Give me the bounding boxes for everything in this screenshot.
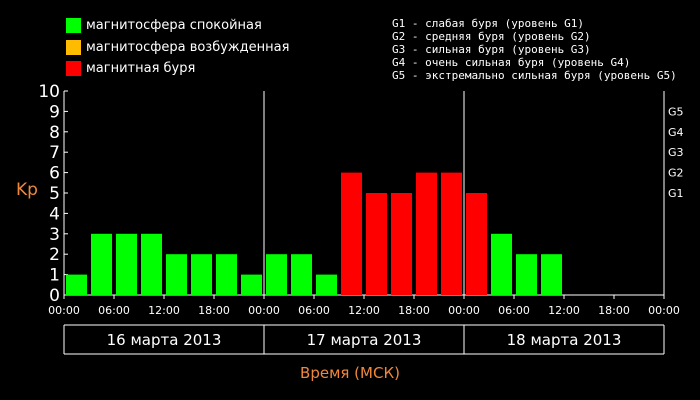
kp-bar — [491, 233, 512, 295]
y-axis-label: Kp — [16, 180, 38, 200]
y-tick-label: 0 — [49, 286, 60, 306]
x-tick-label: 12:00 — [348, 304, 380, 317]
kp-bar — [516, 254, 537, 295]
x-tick-label: 06:00 — [98, 304, 130, 317]
day-label: 17 марта 2013 — [307, 331, 422, 349]
kp-bar — [541, 254, 562, 295]
kp-bar — [391, 193, 412, 295]
x-tick-label: 18:00 — [198, 304, 230, 317]
y-tick-label: 7 — [49, 143, 60, 163]
g-level-tick: G3 — [668, 146, 684, 159]
kp-bar — [291, 254, 312, 295]
kp-bar — [416, 172, 437, 295]
legend-item: магнитная буря — [66, 60, 195, 76]
x-tick-label: 00:00 — [248, 304, 280, 317]
kp-bar — [116, 233, 137, 295]
x-tick-label: 12:00 — [148, 304, 180, 317]
storm-level-g1: G1 - слабая буря (уровень G1) — [392, 17, 585, 30]
legend-swatch — [66, 39, 81, 55]
legend-label: магнитная буря — [86, 60, 196, 76]
legend-swatch — [66, 17, 81, 33]
y-tick-label: 4 — [49, 204, 60, 224]
g-level-tick: G1 — [668, 187, 684, 200]
legend-item: магнитосфера спокойная — [66, 17, 262, 33]
day-label: 16 марта 2013 — [107, 331, 222, 349]
x-tick-label: 06:00 — [298, 304, 330, 317]
kp-bar — [316, 274, 337, 295]
kp-bar — [66, 274, 87, 295]
storm-level-g5: G5 - экстремально сильная буря (уровень … — [392, 69, 677, 82]
g-level-tick: G2 — [668, 167, 684, 180]
y-tick-label: 8 — [49, 123, 60, 143]
kp-bar — [366, 193, 387, 295]
x-tick-label: 12:00 — [548, 304, 580, 317]
g-level-tick: G5 — [668, 105, 684, 118]
legend-label: магнитосфера спокойная — [86, 17, 262, 33]
legend-swatch — [66, 60, 81, 76]
y-tick-label: 2 — [49, 245, 60, 265]
x-tick-label: 06:00 — [498, 304, 530, 317]
legend-label: магнитосфера возбужденная — [86, 39, 290, 55]
kp-bar — [141, 233, 162, 295]
x-tick-label: 18:00 — [598, 304, 630, 317]
day-label: 18 марта 2013 — [507, 331, 622, 349]
kp-bar — [441, 172, 462, 295]
y-tick-label: 3 — [49, 225, 60, 245]
y-tick-label: 5 — [49, 184, 60, 204]
storm-level-g3: G3 - сильная буря (уровень G3) — [392, 43, 591, 56]
kp-bar — [341, 172, 362, 295]
kp-bar — [166, 254, 187, 295]
kp-bar — [191, 254, 212, 295]
g-level-tick: G4 — [668, 126, 684, 139]
x-tick-label: 00:00 — [48, 304, 80, 317]
y-tick-label: 6 — [49, 164, 60, 184]
x-tick-label: 00:00 — [648, 304, 680, 317]
kp-bar — [91, 233, 112, 295]
x-tick-label: 18:00 — [398, 304, 430, 317]
kp-bar — [266, 254, 287, 295]
x-tick-label: 00:00 — [448, 304, 480, 317]
storm-level-g4: G4 - очень сильная буря (уровень G4) — [392, 56, 631, 69]
x-axis-label: Время (МСК) — [300, 364, 400, 382]
storm-level-g2: G2 - средняя буря (уровень G2) — [392, 30, 591, 43]
kp-bar — [466, 193, 487, 295]
y-tick-label: 10 — [38, 82, 60, 102]
y-tick-label: 1 — [49, 266, 60, 286]
y-tick-label: 9 — [49, 102, 60, 122]
kp-bar — [216, 254, 237, 295]
kp-bar — [241, 274, 262, 295]
legend-item: магнитосфера возбужденная — [66, 39, 289, 55]
